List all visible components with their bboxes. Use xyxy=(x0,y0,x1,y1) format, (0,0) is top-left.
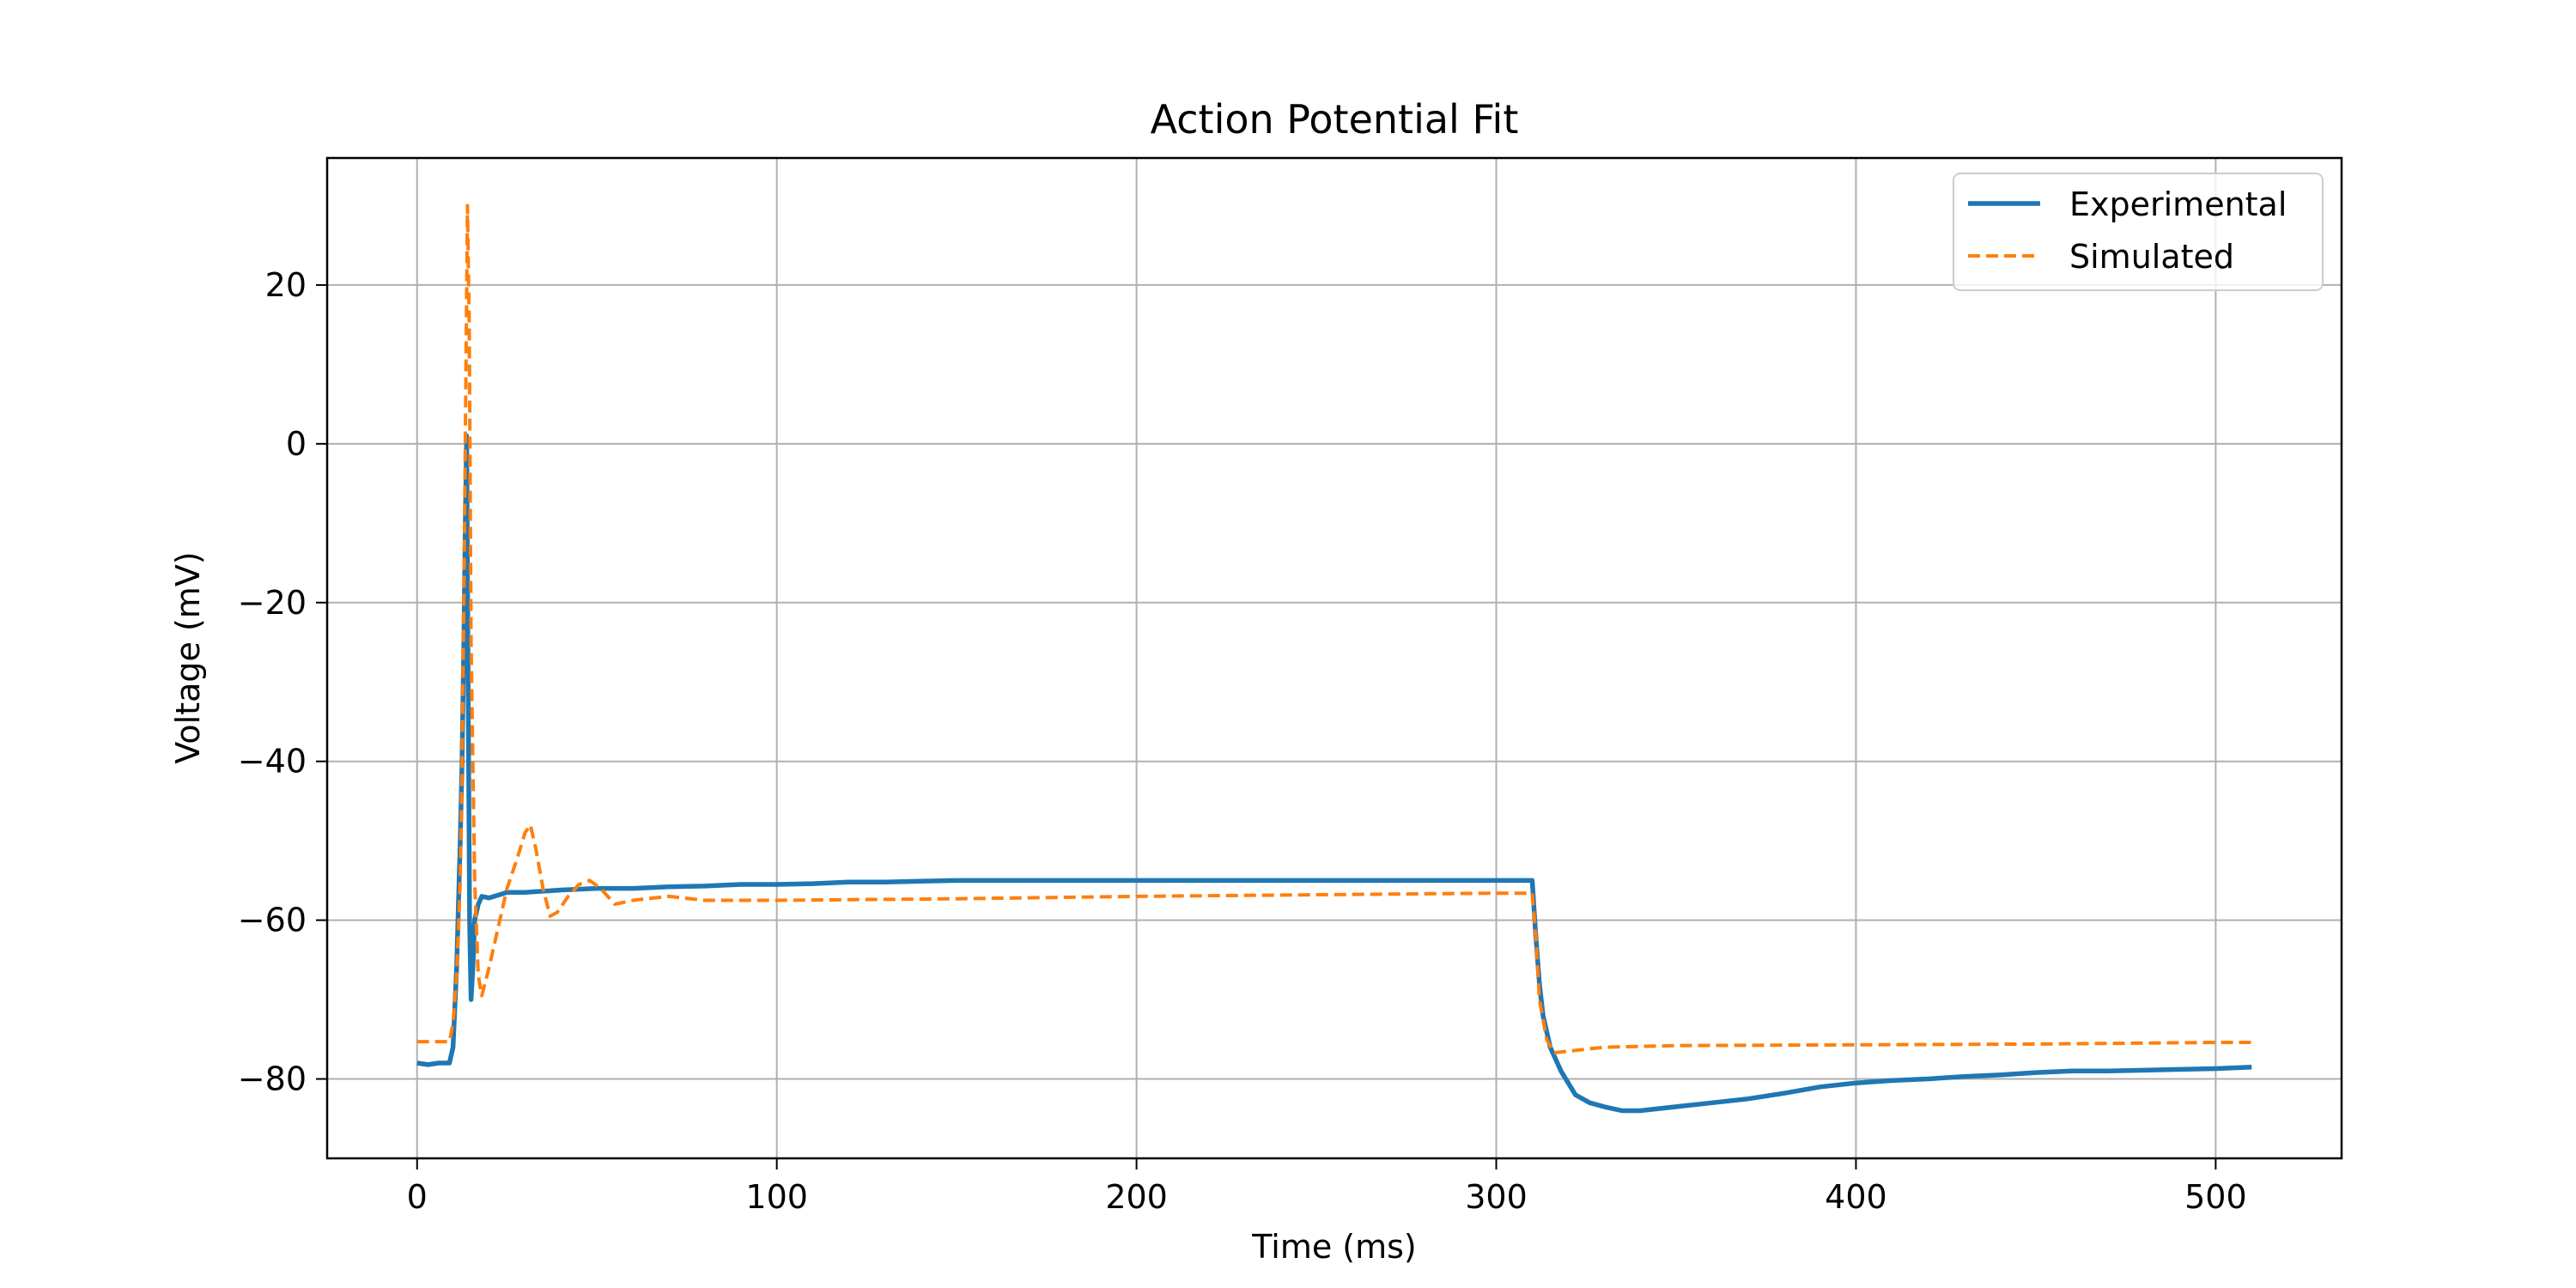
y-tick-label: 0 xyxy=(286,425,307,463)
series-line-simulated xyxy=(416,204,2252,1054)
axis-ticks: 0 100 200 300 400 500 −80 −60 −40 −20 0 20 xyxy=(238,266,2247,1216)
plot-frame xyxy=(325,156,2343,1160)
legend: Experimental Simulated xyxy=(1953,173,2324,291)
y-axis-title: Voltage (mV) xyxy=(169,551,207,763)
legend-label-simulated: Simulated xyxy=(2069,238,2234,276)
legend-label-experimental: Experimental xyxy=(2069,185,2287,223)
grid xyxy=(327,158,2342,1158)
x-tick-label: 400 xyxy=(1825,1178,1887,1216)
x-tick-label: 200 xyxy=(1105,1178,1168,1216)
y-tick-label: −20 xyxy=(238,584,307,622)
series-line-experimental xyxy=(416,433,2252,1114)
x-tick-label: 0 xyxy=(407,1178,428,1216)
plot-area xyxy=(416,204,2252,1114)
chart-title: Action Potential Fit xyxy=(1151,96,1519,143)
y-tick-label: 20 xyxy=(265,266,307,304)
x-tick-label: 300 xyxy=(1465,1178,1528,1216)
legend-box xyxy=(1953,173,2324,291)
x-axis-title: Time (ms) xyxy=(1251,1228,1417,1266)
y-tick-label: −60 xyxy=(238,902,307,939)
x-tick-label: 500 xyxy=(2184,1178,2247,1216)
y-tick-label: −80 xyxy=(238,1060,307,1098)
x-tick-label: 100 xyxy=(745,1178,808,1216)
y-tick-label: −40 xyxy=(238,743,307,781)
